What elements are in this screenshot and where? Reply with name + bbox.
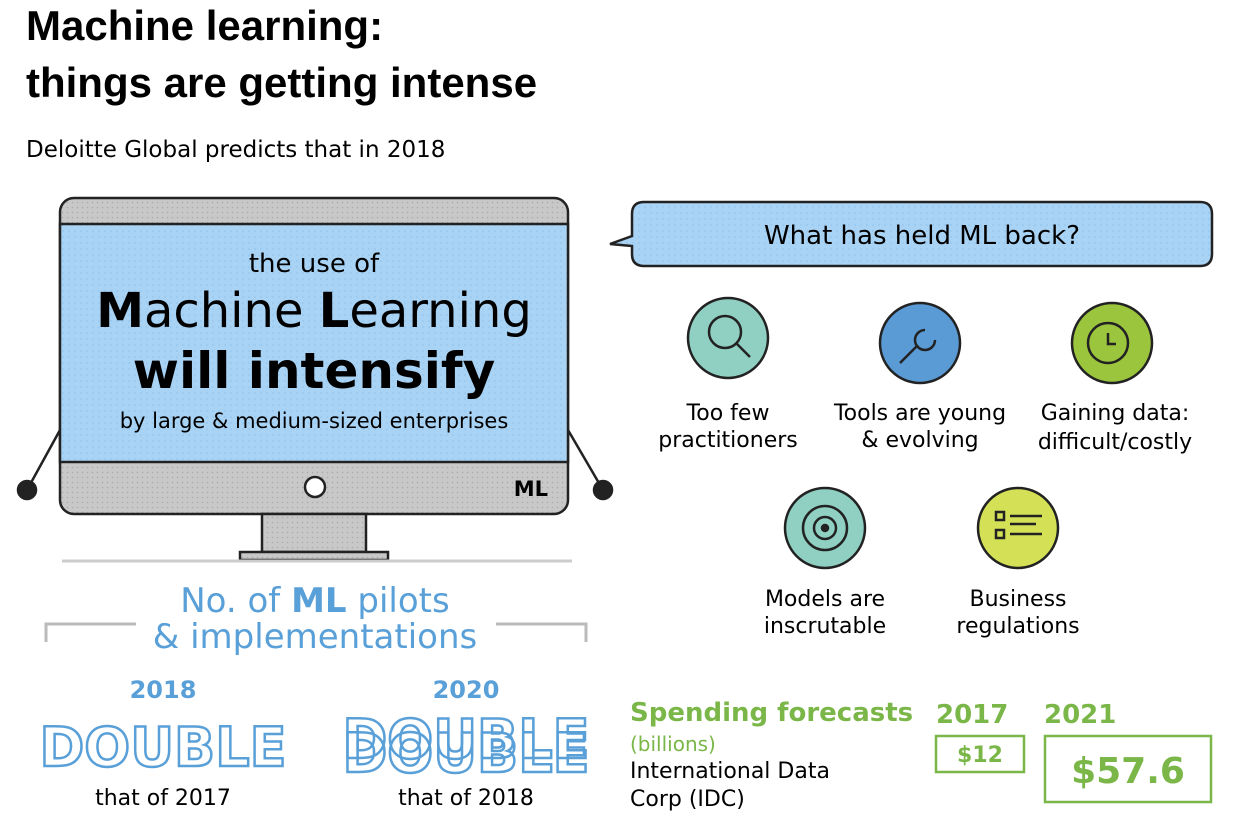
pilot-year: 2018 [130,676,197,704]
pilot-year: 2020 [433,676,500,704]
headline-part: earning [349,283,531,339]
badge: ML [514,477,548,501]
pilot-label: DOUBLE [39,716,286,779]
pilots-title: No. of ML pilots [180,581,449,621]
screen-headline: Machine Learning [96,283,532,339]
bracket [44,622,588,642]
screen-intro: the use of [249,249,380,279]
pilots-title-part: ML [291,581,347,621]
screen-emphasis: will intensify [133,342,495,400]
headline-part: L [319,283,350,339]
title: things are getting intense [26,59,537,106]
subtitle: Deloitte Global predicts that in 2018 [26,137,445,163]
icons [686,296,1154,570]
pilots-title-part: pilots [347,581,450,621]
spending-source: International Data [630,759,830,784]
forecast-year: 2021 [1044,700,1116,730]
bill [1043,734,1213,804]
screen-detail: by large & medium-sized enterprises [120,409,509,433]
barrier-label: Tools are young [833,401,1006,426]
barrier-label: Gaining data: [1041,401,1190,426]
question: What has held ML back? [764,221,1080,251]
barrier-label: & evolving [861,428,978,453]
pilot-note: that of 2017 [95,786,231,811]
forecast-amount: $57.6 [1071,751,1185,792]
spending-title: Spending forecasts [630,698,913,728]
spending-source: Corp (IDC) [630,787,745,812]
barrier-label: difficult/costly [1038,430,1192,455]
pilots-title: & implementations [153,617,477,657]
speech-bubble [609,200,1214,268]
barrier-label: Too few [686,401,770,426]
pilots-title-part: No. of [180,581,291,621]
barrier-label: Business [969,587,1066,612]
headline-part: achine [144,283,319,339]
barrier-labels: Too few practitioners Tools are young & … [658,401,1192,639]
pilot-note: that of 2018 [398,786,534,811]
monitor [16,196,614,562]
pilot-label: DOUBLE [342,708,589,771]
barrier-label: practitioners [658,428,798,453]
bill [934,734,1026,774]
title: Machine learning: [26,2,383,49]
pilot-label: DOUBLE [342,722,589,785]
spending-unit: (billions) [630,732,716,756]
forecast-amount: $12 [957,743,1003,768]
barrier-label: Models are [765,587,885,612]
headline-part: M [96,283,144,339]
forecast-year: 2017 [936,700,1008,730]
barrier-label: inscrutable [764,614,886,639]
barrier-label: regulations [956,614,1079,639]
